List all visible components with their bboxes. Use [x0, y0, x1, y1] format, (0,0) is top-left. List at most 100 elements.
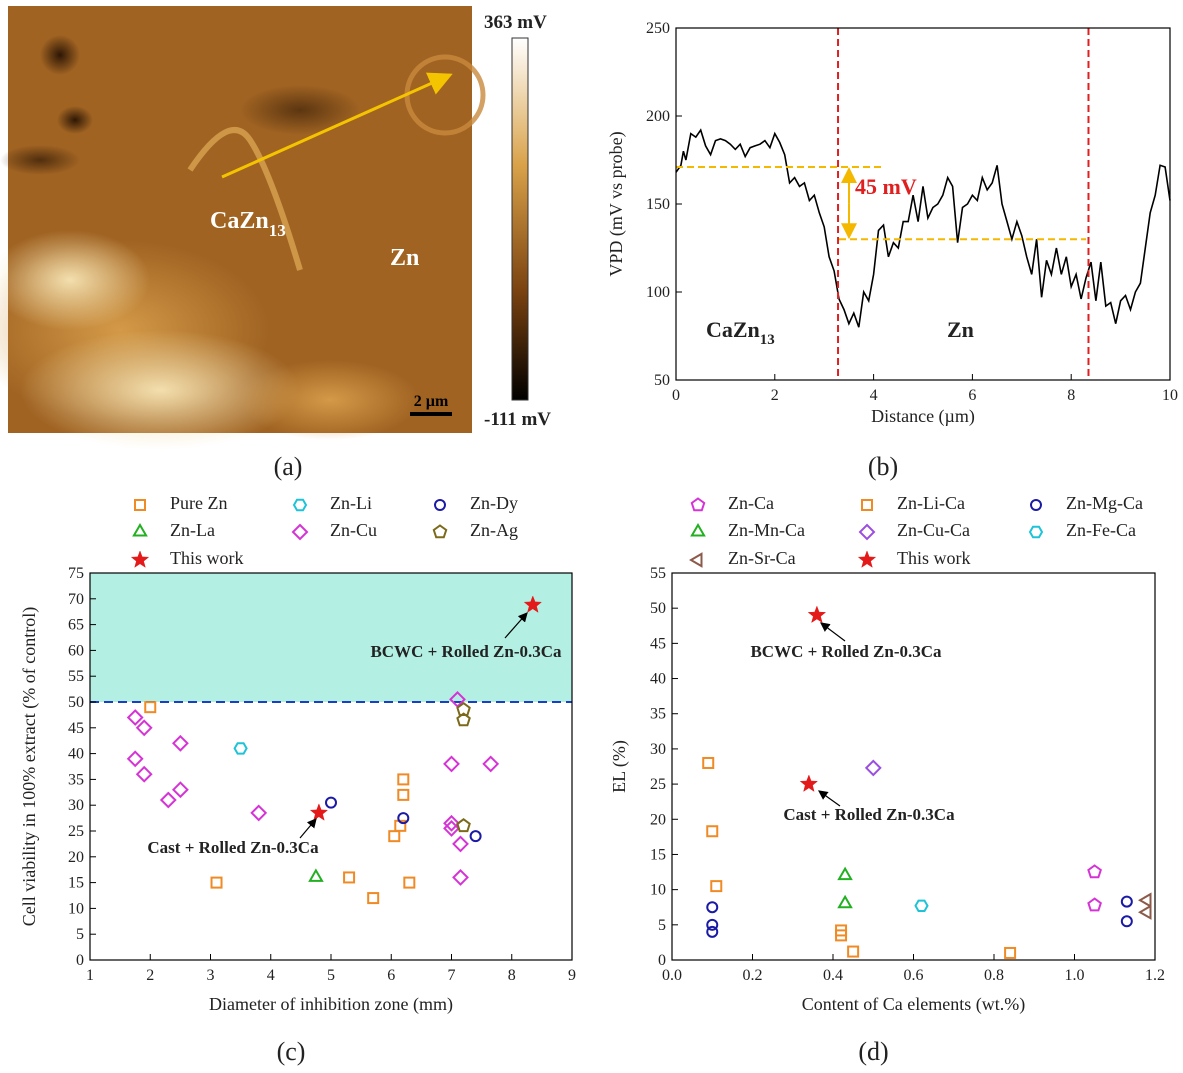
data-point — [707, 826, 717, 836]
legend-label: Zn-Fe-Ca — [1066, 520, 1136, 540]
y-tick-label: 10 — [68, 900, 84, 917]
legend-marker — [1031, 500, 1041, 510]
data-point — [457, 819, 469, 831]
data-point — [137, 767, 151, 781]
y-tick-label: 20 — [68, 849, 84, 866]
x-tick-label: 4 — [267, 967, 275, 984]
data-point — [310, 804, 327, 820]
phase-label: Zn — [390, 245, 419, 271]
annotation: Cast + Rolled Zn-0.3Ca — [147, 838, 319, 857]
legend-marker — [860, 525, 874, 539]
panel-label: (a) — [274, 452, 303, 481]
y-tick-label: 45 — [68, 720, 84, 737]
x-tick-label: 8 — [508, 967, 516, 984]
phase-text: CaZn — [706, 317, 760, 342]
data-point — [800, 775, 817, 791]
x-tick-label: 1 — [86, 967, 94, 984]
page: {"image_panel":{"panel_label":"(a)","pha… — [0, 0, 1183, 1073]
data-point — [839, 869, 851, 880]
y-tick-label: 20 — [650, 811, 666, 828]
legend-label: This work — [170, 548, 244, 568]
y-tick-label: 15 — [650, 846, 666, 863]
x-tick-label: 6 — [387, 967, 395, 984]
y-tick-label: 75 — [68, 565, 84, 582]
x-tick-label: 4 — [870, 387, 878, 404]
x-tick-label: 8 — [1067, 387, 1075, 404]
y-tick-label: 100 — [646, 284, 670, 301]
legend-marker — [135, 500, 145, 510]
x-axis-title: Content of Ca elements (wt.%) — [802, 994, 1025, 1015]
y-tick-label: 45 — [650, 635, 666, 652]
legend-marker — [858, 551, 875, 567]
data-point — [368, 893, 378, 903]
y-tick-label: 65 — [68, 617, 84, 634]
legend-marker — [134, 525, 146, 536]
vpd-line — [676, 130, 1170, 327]
legend-label: Pure Zn — [170, 493, 228, 513]
x-tick-label: 6 — [968, 387, 976, 404]
x-tick-label: 10 — [1162, 387, 1178, 404]
phase-label: Zn — [947, 317, 974, 342]
legend-label: Zn-Li — [330, 493, 372, 513]
y-tick-label: 150 — [646, 196, 670, 213]
x-tick-label: 1.2 — [1145, 967, 1165, 984]
x-tick-label: 0 — [672, 387, 680, 404]
data-point — [471, 831, 481, 841]
annotation: BCWC + Rolled Zn-0.3Ca — [370, 642, 562, 661]
legend-marker — [691, 554, 702, 566]
y-tick-label: 40 — [650, 671, 666, 688]
data-point — [128, 711, 142, 725]
legend-marker — [692, 499, 704, 511]
y-tick-label: 250 — [646, 20, 670, 37]
data-point — [703, 758, 713, 768]
panel-label: (d) — [858, 1037, 888, 1066]
data-point — [1088, 899, 1100, 911]
legend-marker — [131, 551, 148, 567]
x-tick-label: 2 — [146, 967, 154, 984]
legend-label: Zn-Mn-Ca — [728, 520, 805, 540]
y-tick-label: 40 — [68, 746, 84, 763]
y-axis-title: VPD (mV vs probe) — [606, 131, 627, 276]
data-point — [398, 774, 408, 784]
data-point — [389, 831, 399, 841]
phase-label: CaZn13 — [706, 317, 775, 348]
data-point — [707, 927, 717, 937]
x-tick-label: 9 — [568, 967, 576, 984]
legend-label: Zn-Mg-Ca — [1066, 493, 1143, 513]
y-axis-title: EL (%) — [609, 740, 630, 793]
phase-sub: 13 — [269, 221, 286, 240]
x-tick-label: 1.0 — [1065, 967, 1085, 984]
data-point — [404, 878, 414, 888]
legend-label: Zn-Li-Ca — [897, 493, 965, 513]
x-tick-label: 5 — [327, 967, 335, 984]
y-tick-label: 5 — [658, 917, 666, 934]
legend-marker — [434, 526, 446, 538]
y-tick-label: 200 — [646, 108, 670, 125]
y-tick-label: 70 — [68, 591, 84, 608]
y-tick-label: 25 — [68, 823, 84, 840]
y-tick-label: 10 — [650, 882, 666, 899]
y-tick-label: 30 — [650, 741, 666, 758]
data-point — [707, 902, 717, 912]
data-point — [1005, 948, 1015, 958]
y-tick-label: 35 — [68, 771, 84, 788]
annotation-arrow — [819, 791, 840, 806]
data-point — [137, 721, 151, 735]
scale-bar-label: 2 µm — [414, 393, 449, 410]
y-tick-label: 55 — [650, 565, 666, 582]
annotation-arrow — [300, 819, 316, 838]
y-tick-label: 0 — [658, 952, 666, 969]
y-tick-label: 50 — [654, 372, 670, 389]
data-point — [1122, 897, 1132, 907]
data-point — [848, 947, 858, 957]
data-point — [916, 901, 928, 911]
x-axis-title: Diameter of inhibition zone (mm) — [209, 994, 453, 1015]
y-tick-label: 50 — [650, 600, 666, 617]
annotation: BCWC + Rolled Zn-0.3Ca — [750, 642, 942, 661]
y-tick-label: 50 — [68, 694, 84, 711]
data-point — [1140, 894, 1151, 906]
data-point — [1122, 916, 1132, 926]
data-point — [445, 757, 459, 771]
x-tick-label: 0.0 — [662, 967, 682, 984]
data-point — [344, 872, 354, 882]
